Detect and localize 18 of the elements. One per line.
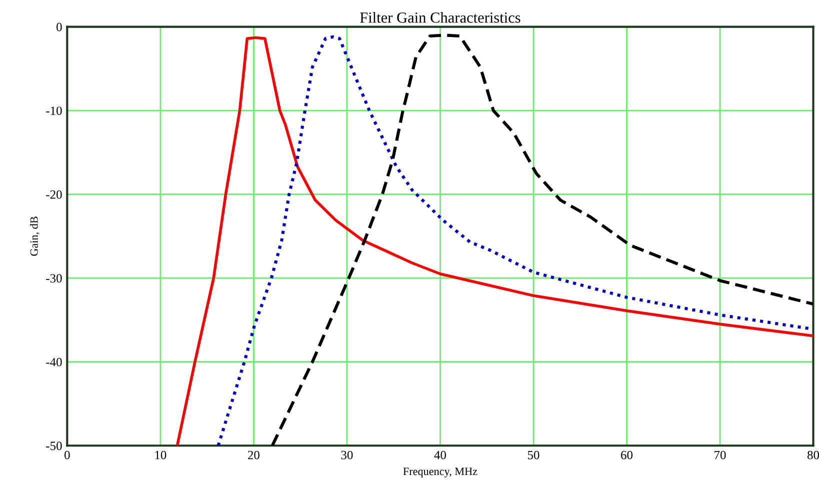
x-tick-label: 30 — [341, 450, 353, 460]
y-tick-label: -10 — [46, 106, 62, 116]
x-tick-label: 60 — [621, 450, 633, 460]
y-tick-label: -40 — [46, 358, 62, 366]
x-tick-label: 40 — [434, 450, 446, 460]
y-axis-title: Gain, dB — [30, 216, 40, 256]
x-tick-label: 70 — [714, 450, 726, 460]
chart-title: Filter Gain Characteristics — [360, 12, 520, 23]
x-tick-label: 10 — [155, 450, 166, 460]
x-tick-label: 80 — [807, 450, 819, 460]
x-axis-title: Frequency, MHz — [403, 468, 478, 478]
y-tick-label: -30 — [46, 274, 62, 283]
y-tick-label: -20 — [46, 190, 62, 199]
x-tick-label: 20 — [248, 450, 260, 460]
x-tick-label: 50 — [528, 450, 540, 460]
x-tick-label: 0 — [64, 450, 70, 460]
y-tick-label: -50 — [46, 442, 62, 450]
y-tick-label: 0 — [56, 22, 62, 32]
